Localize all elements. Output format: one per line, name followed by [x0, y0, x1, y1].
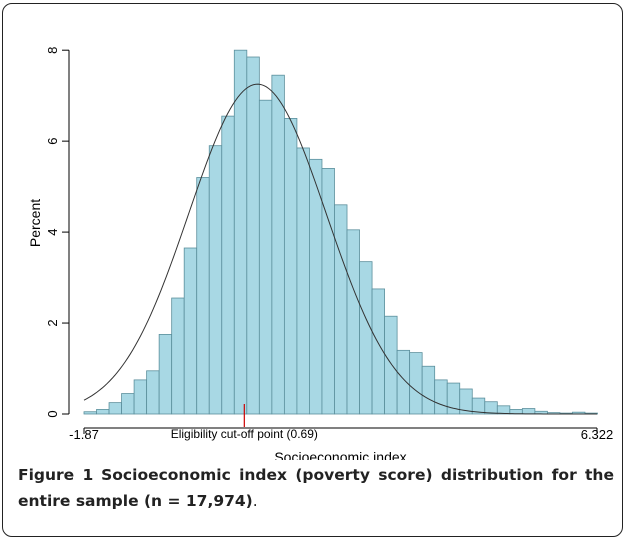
- y-tick-label: 0: [45, 410, 60, 417]
- histogram-bar: [283, 118, 298, 415]
- figure-caption: Figure 1 Socioeconomic index (poverty sc…: [18, 462, 614, 514]
- histogram-bar: [258, 99, 273, 415]
- histogram-bar: [434, 379, 448, 415]
- y-ticks-group: 0 2 4 6 8: [45, 47, 69, 418]
- x-axis-label: Socioeconomic index: [274, 449, 406, 460]
- histogram-bar: [208, 145, 223, 415]
- y-tick-label: 4: [45, 228, 60, 235]
- histogram-bar: [396, 349, 411, 415]
- caption-label: Figure 1: [18, 466, 94, 484]
- histogram-bar: [83, 411, 97, 415]
- histogram-bar: [133, 379, 148, 415]
- histogram-bar: [309, 158, 323, 415]
- y-tick-label: 2: [45, 319, 60, 326]
- histogram-bar: [121, 393, 135, 415]
- histogram-bar: [96, 409, 110, 415]
- y-tick-label: 6: [45, 138, 60, 145]
- histogram-bar: [171, 297, 185, 415]
- y-axis-label: Percent: [27, 199, 43, 247]
- y-tick-label: 8: [45, 47, 60, 54]
- annotation-label: Eligibility cut-off point (0.69): [171, 427, 318, 441]
- histogram-bar: [496, 405, 511, 415]
- histogram-bar: [221, 115, 235, 415]
- histogram-bar: [346, 229, 360, 415]
- histogram-bar: [196, 177, 210, 415]
- histogram-bar: [233, 49, 248, 415]
- histogram-bar: [158, 334, 173, 415]
- histogram-bar: [146, 370, 160, 415]
- histogram-bar: [384, 315, 398, 415]
- histogram-bar: [334, 204, 348, 415]
- histogram-bar: [246, 56, 260, 415]
- caption-tail: .: [252, 492, 258, 510]
- histogram-bar: [296, 147, 310, 415]
- histogram-bar: [271, 74, 285, 415]
- histogram-chart: 0 2 4 6 8 -1.87 6.322 Eligibility cut-off poi…: [27, 47, 613, 460]
- histogram-bar: [183, 247, 198, 415]
- histogram-bar: [484, 401, 498, 415]
- normal-density-curve: [83, 83, 597, 415]
- bars-group: [83, 49, 598, 415]
- histogram-bar: [108, 402, 122, 415]
- x-tick-label: 6.322: [581, 427, 614, 442]
- caption-title: Socioeconomic index (poverty score) dist…: [18, 466, 614, 510]
- histogram-bar: [359, 261, 373, 415]
- histogram-bar: [521, 408, 536, 415]
- x-ticks-group: -1.87 6.322: [69, 427, 613, 442]
- histogram-bar: [409, 352, 423, 415]
- histogram-bar: [421, 365, 436, 415]
- x-tick-label: -1.87: [69, 427, 99, 442]
